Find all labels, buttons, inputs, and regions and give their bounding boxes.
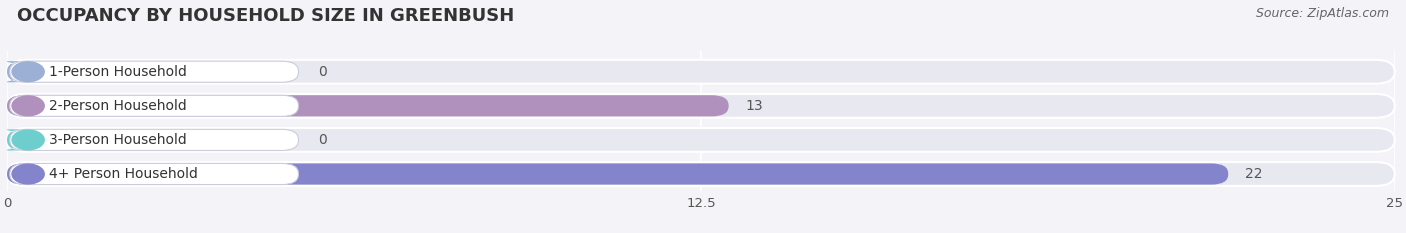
Text: 13: 13 xyxy=(745,99,763,113)
FancyBboxPatch shape xyxy=(7,95,728,116)
Circle shape xyxy=(13,96,44,116)
Text: Source: ZipAtlas.com: Source: ZipAtlas.com xyxy=(1256,7,1389,20)
Text: 1-Person Household: 1-Person Household xyxy=(49,65,187,79)
Circle shape xyxy=(13,164,44,184)
FancyBboxPatch shape xyxy=(10,61,298,82)
FancyBboxPatch shape xyxy=(7,94,1395,118)
Circle shape xyxy=(13,130,44,150)
FancyBboxPatch shape xyxy=(10,163,298,185)
Text: OCCUPANCY BY HOUSEHOLD SIZE IN GREENBUSH: OCCUPANCY BY HOUSEHOLD SIZE IN GREENBUSH xyxy=(17,7,515,25)
FancyBboxPatch shape xyxy=(7,162,1395,186)
Text: 2-Person Household: 2-Person Household xyxy=(49,99,187,113)
Text: 4+ Person Household: 4+ Person Household xyxy=(49,167,197,181)
FancyBboxPatch shape xyxy=(0,129,24,151)
Text: 0: 0 xyxy=(318,65,326,79)
FancyBboxPatch shape xyxy=(10,95,298,116)
FancyBboxPatch shape xyxy=(7,163,1229,185)
Circle shape xyxy=(13,62,44,82)
Text: 0: 0 xyxy=(318,133,326,147)
Text: 22: 22 xyxy=(1244,167,1263,181)
FancyBboxPatch shape xyxy=(7,128,1395,152)
Text: 3-Person Household: 3-Person Household xyxy=(49,133,187,147)
FancyBboxPatch shape xyxy=(0,61,24,82)
FancyBboxPatch shape xyxy=(7,60,1395,84)
FancyBboxPatch shape xyxy=(10,129,298,151)
